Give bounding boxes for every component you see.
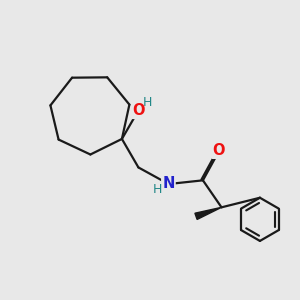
- Polygon shape: [195, 207, 221, 219]
- Text: O: O: [132, 103, 145, 118]
- Text: N: N: [162, 176, 175, 191]
- Text: O: O: [213, 143, 225, 158]
- Text: H: H: [152, 183, 162, 196]
- Text: H: H: [143, 95, 152, 109]
